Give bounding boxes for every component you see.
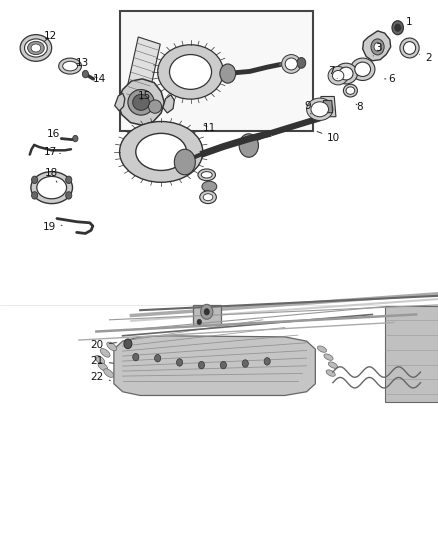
Polygon shape	[323, 101, 332, 112]
Text: 8: 8	[356, 102, 363, 111]
FancyBboxPatch shape	[124, 37, 160, 107]
Circle shape	[32, 192, 38, 199]
Ellipse shape	[346, 87, 355, 94]
Text: 15: 15	[138, 91, 151, 101]
Ellipse shape	[25, 39, 47, 57]
Circle shape	[204, 309, 209, 315]
Ellipse shape	[202, 181, 217, 192]
Circle shape	[32, 176, 38, 183]
Ellipse shape	[28, 41, 44, 55]
Ellipse shape	[311, 102, 328, 117]
Circle shape	[133, 353, 139, 361]
Bar	[193, 305, 221, 325]
Circle shape	[197, 319, 201, 325]
Ellipse shape	[200, 191, 216, 204]
Circle shape	[174, 149, 195, 175]
Polygon shape	[363, 31, 391, 61]
Ellipse shape	[170, 54, 212, 90]
Ellipse shape	[203, 193, 213, 200]
Text: 21: 21	[91, 357, 113, 366]
Ellipse shape	[107, 342, 117, 351]
Text: 6: 6	[385, 74, 396, 84]
Circle shape	[155, 354, 161, 362]
Ellipse shape	[332, 70, 344, 81]
Ellipse shape	[158, 45, 223, 99]
Ellipse shape	[148, 100, 162, 114]
Circle shape	[124, 339, 132, 349]
Ellipse shape	[128, 90, 154, 115]
Circle shape	[264, 358, 270, 365]
Ellipse shape	[328, 362, 337, 368]
Ellipse shape	[343, 84, 357, 97]
Ellipse shape	[104, 369, 113, 377]
Text: 2: 2	[420, 53, 432, 62]
Ellipse shape	[326, 370, 335, 376]
Circle shape	[198, 361, 205, 369]
Text: 1: 1	[399, 18, 413, 29]
Text: 3: 3	[373, 43, 382, 56]
Ellipse shape	[37, 176, 67, 199]
Ellipse shape	[371, 39, 384, 55]
Ellipse shape	[350, 58, 375, 80]
Polygon shape	[163, 95, 174, 113]
Text: 14: 14	[93, 74, 106, 84]
Ellipse shape	[31, 44, 41, 52]
Circle shape	[73, 135, 78, 142]
Text: 20: 20	[91, 341, 117, 350]
Polygon shape	[115, 93, 125, 111]
Circle shape	[177, 359, 183, 366]
Circle shape	[239, 134, 258, 157]
Circle shape	[66, 192, 72, 199]
Text: 22: 22	[91, 373, 110, 382]
Ellipse shape	[120, 122, 203, 182]
Ellipse shape	[400, 38, 419, 58]
Ellipse shape	[307, 98, 333, 120]
Text: 7: 7	[328, 67, 337, 78]
Bar	[385, 306, 438, 402]
Ellipse shape	[136, 133, 187, 171]
Text: 19: 19	[42, 222, 62, 232]
Bar	[120, 11, 313, 131]
Ellipse shape	[31, 172, 73, 204]
Ellipse shape	[59, 58, 81, 74]
Polygon shape	[319, 96, 336, 117]
Circle shape	[297, 58, 306, 68]
Circle shape	[82, 70, 88, 78]
Ellipse shape	[318, 346, 326, 352]
Ellipse shape	[201, 172, 212, 178]
Ellipse shape	[403, 42, 416, 54]
Text: 17: 17	[44, 147, 60, 157]
Circle shape	[201, 304, 213, 319]
Circle shape	[395, 24, 401, 31]
Ellipse shape	[98, 362, 108, 371]
Ellipse shape	[63, 61, 78, 71]
Ellipse shape	[95, 356, 105, 364]
Circle shape	[220, 64, 236, 83]
Text: 11: 11	[203, 123, 216, 133]
Ellipse shape	[198, 169, 215, 181]
Ellipse shape	[133, 94, 149, 110]
Ellipse shape	[374, 43, 381, 51]
Text: 16: 16	[47, 130, 65, 140]
Ellipse shape	[100, 349, 110, 357]
Polygon shape	[117, 79, 164, 125]
Circle shape	[66, 176, 72, 183]
Text: 13: 13	[76, 58, 89, 68]
Polygon shape	[114, 336, 315, 395]
Ellipse shape	[328, 67, 348, 85]
Text: 12: 12	[44, 31, 57, 42]
Text: 18: 18	[45, 168, 58, 182]
Ellipse shape	[339, 67, 353, 80]
Circle shape	[242, 360, 248, 367]
Ellipse shape	[282, 54, 301, 74]
Circle shape	[392, 21, 403, 35]
Circle shape	[220, 361, 226, 369]
Ellipse shape	[20, 35, 52, 61]
Ellipse shape	[335, 63, 357, 84]
Text: 10: 10	[317, 132, 340, 142]
Text: 9: 9	[304, 101, 311, 114]
Ellipse shape	[355, 62, 371, 76]
Ellipse shape	[324, 354, 333, 360]
Ellipse shape	[285, 58, 297, 70]
